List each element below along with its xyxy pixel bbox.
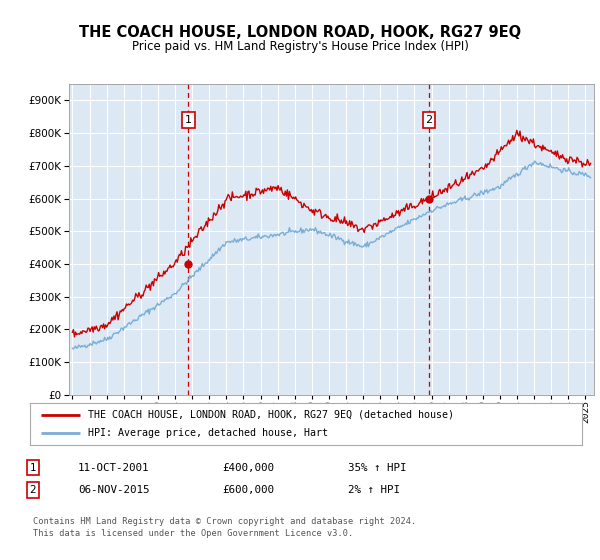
Text: 2% ↑ HPI: 2% ↑ HPI xyxy=(348,485,400,495)
Text: £600,000: £600,000 xyxy=(222,485,274,495)
Text: 2: 2 xyxy=(29,485,37,495)
Text: 06-NOV-2015: 06-NOV-2015 xyxy=(78,485,149,495)
Text: 11-OCT-2001: 11-OCT-2001 xyxy=(78,463,149,473)
Text: This data is licensed under the Open Government Licence v3.0.: This data is licensed under the Open Gov… xyxy=(33,529,353,538)
Text: 1: 1 xyxy=(29,463,37,473)
Text: £400,000: £400,000 xyxy=(222,463,274,473)
Text: THE COACH HOUSE, LONDON ROAD, HOOK, RG27 9EQ (detached house): THE COACH HOUSE, LONDON ROAD, HOOK, RG27… xyxy=(88,410,454,420)
Text: 35% ↑ HPI: 35% ↑ HPI xyxy=(348,463,407,473)
Text: 1: 1 xyxy=(185,115,192,125)
Text: THE COACH HOUSE, LONDON ROAD, HOOK, RG27 9EQ: THE COACH HOUSE, LONDON ROAD, HOOK, RG27… xyxy=(79,25,521,40)
Text: Contains HM Land Registry data © Crown copyright and database right 2024.: Contains HM Land Registry data © Crown c… xyxy=(33,517,416,526)
Text: 2: 2 xyxy=(425,115,433,125)
Text: Price paid vs. HM Land Registry's House Price Index (HPI): Price paid vs. HM Land Registry's House … xyxy=(131,40,469,53)
Text: HPI: Average price, detached house, Hart: HPI: Average price, detached house, Hart xyxy=(88,428,328,438)
